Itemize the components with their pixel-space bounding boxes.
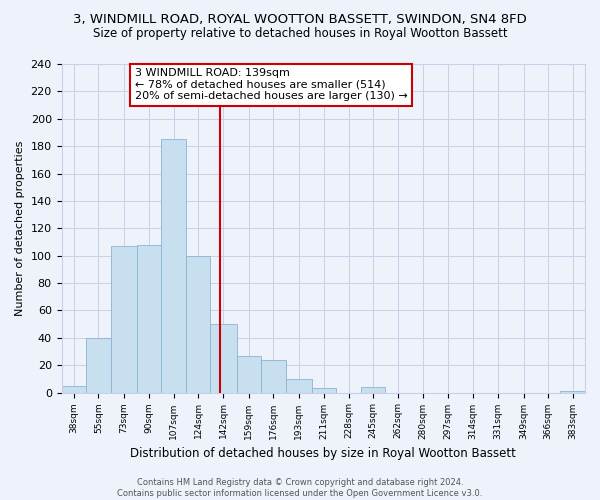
Bar [311,388,336,392]
Bar [211,324,236,392]
Bar [186,256,211,392]
Bar [110,246,137,392]
Bar [86,338,110,392]
Bar [236,356,261,393]
Text: 3 WINDMILL ROAD: 139sqm
← 78% of detached houses are smaller (514)
20% of semi-d: 3 WINDMILL ROAD: 139sqm ← 78% of detache… [134,68,407,102]
Bar [560,391,585,392]
Bar [137,244,161,392]
Text: 3, WINDMILL ROAD, ROYAL WOOTTON BASSETT, SWINDON, SN4 8FD: 3, WINDMILL ROAD, ROYAL WOOTTON BASSETT,… [73,12,527,26]
Bar [161,140,186,392]
Text: Size of property relative to detached houses in Royal Wootton Bassett: Size of property relative to detached ho… [92,28,508,40]
Bar [286,379,311,392]
Bar [261,360,286,392]
Y-axis label: Number of detached properties: Number of detached properties [15,140,25,316]
X-axis label: Distribution of detached houses by size in Royal Wootton Bassett: Distribution of detached houses by size … [130,447,516,460]
Bar [361,387,385,392]
Bar [62,386,86,392]
Text: Contains HM Land Registry data © Crown copyright and database right 2024.
Contai: Contains HM Land Registry data © Crown c… [118,478,482,498]
